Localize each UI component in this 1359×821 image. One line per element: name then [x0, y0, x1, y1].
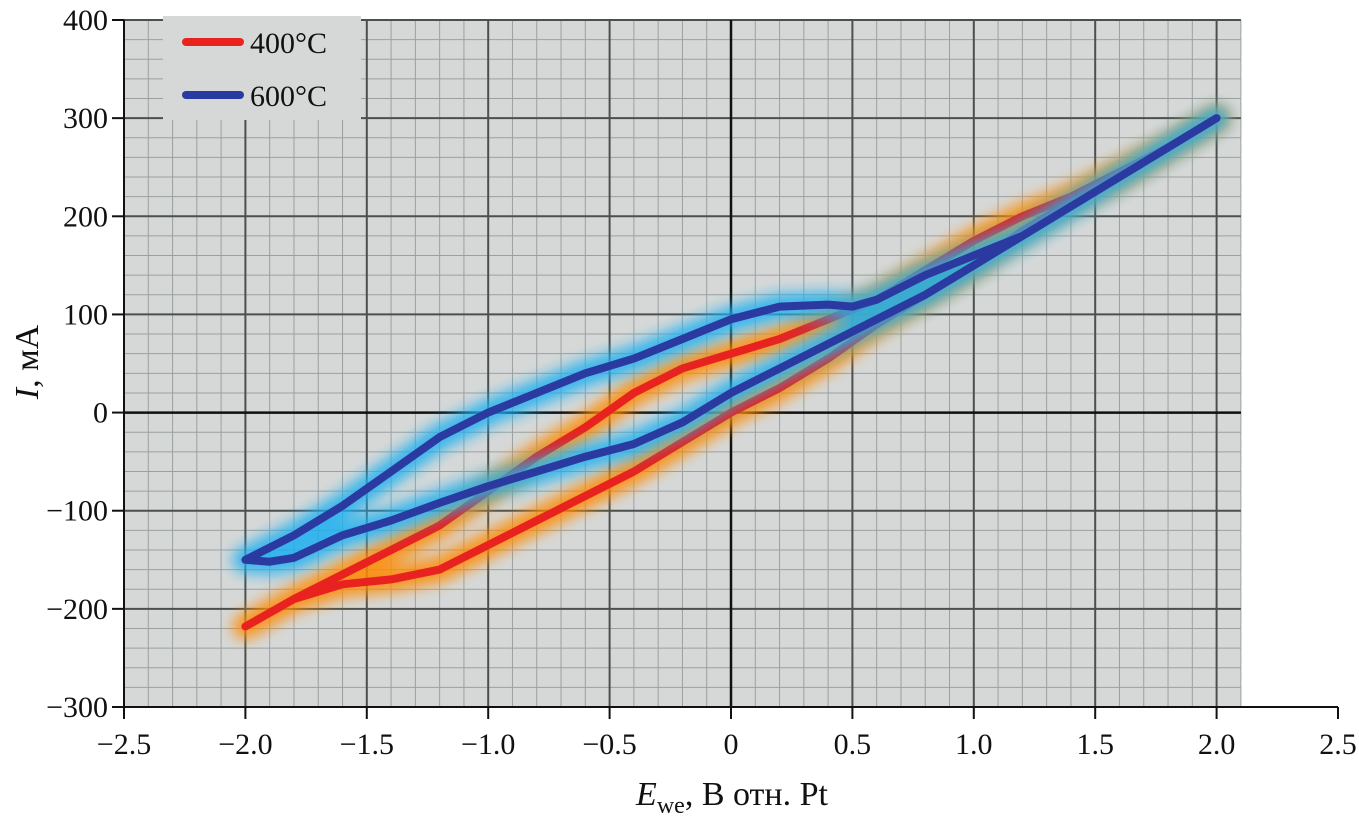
y-tick-label: 0 [93, 397, 108, 430]
series-line-1 [241, 114, 1221, 566]
y-tick-label: 200 [63, 200, 108, 233]
series-layer [232, 105, 1230, 640]
x-tick-label: −2.5 [97, 728, 151, 761]
x-axis-title: Ewe, В отн. Pt [635, 776, 828, 819]
x-tick-labels: −2.5 −2.0 −1.5 −1.0 −0.5 0 0.5 1.0 1.5 2.0 2.5 [97, 707, 1357, 761]
x-tick-label: 2.5 [1319, 728, 1357, 761]
y-tick-label: 100 [63, 298, 108, 331]
y-tick-label: −300 [46, 691, 108, 724]
y-tick-label: 400 [63, 4, 108, 37]
x-tick-label: 0 [724, 728, 739, 761]
x-tick-label: −0.5 [582, 728, 636, 761]
x-tick-label: 1.0 [955, 728, 993, 761]
y-axis-symbol: I [9, 386, 46, 400]
legend: 400°C 600°C [163, 16, 361, 120]
legend-label-600: 600°C [250, 80, 327, 113]
legend-box [163, 16, 361, 120]
y-axis-title: I, мА [9, 324, 46, 400]
x-tick-label: −1.5 [340, 728, 394, 761]
x-axis-unit: , В отн. Pt [685, 776, 829, 813]
y-tick-label: 300 [63, 102, 108, 135]
x-axis-symbol: E [635, 776, 657, 813]
x-tick-label: −1.0 [461, 728, 515, 761]
y-tick-labels: −300 −200 −100 0 100 200 300 400 [46, 4, 124, 724]
legend-label-400: 400°C [250, 27, 327, 60]
y-tick-label: −200 [46, 593, 108, 626]
x-tick-label: 2.0 [1198, 728, 1236, 761]
x-axis-subscript: we [657, 793, 685, 819]
x-tick-label: 0.5 [834, 728, 872, 761]
y-axis-unit: , мА [9, 324, 46, 388]
y-tick-label: −100 [46, 495, 108, 528]
x-tick-label: 1.5 [1076, 728, 1114, 761]
x-tick-label: −2.0 [218, 728, 272, 761]
